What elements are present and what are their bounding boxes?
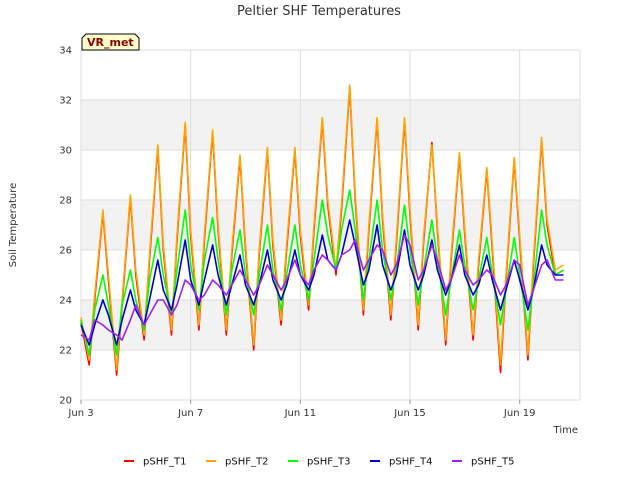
y-tick-label: 22 [59, 346, 72, 357]
y-tick-label: 20 [59, 396, 72, 407]
series-line-pshf_t3 [80, 189, 564, 356]
y-tick-label: 30 [59, 146, 72, 157]
badge-label: VR_met [87, 36, 134, 49]
x-tick-label: Jun 19 [503, 408, 536, 419]
series-line-pshf_t4 [80, 219, 564, 346]
legend-label-pshf_t1: pSHF_T1 [143, 457, 186, 468]
x-axis-ticks: Jun 3 Jun 7 Jun 11 Jun 15 Jun 19 [67, 400, 535, 419]
legend: pSHF_T1 pSHF_T2 pSHF_T3 pSHF_T4 pSHF_T5 [124, 457, 514, 468]
y-tick-label: 24 [59, 296, 72, 307]
x-axis-label: Time [553, 425, 578, 436]
grid-band [81, 100, 580, 150]
vr-met-badge: VR_met [81, 33, 140, 51]
x-tick-label: Jun 7 [177, 408, 203, 419]
legend-label-pshf_t2: pSHF_T2 [225, 457, 268, 468]
y-axis-ticks: 20 22 24 26 28 30 32 34 [59, 46, 72, 407]
y-tick-label: 26 [59, 246, 72, 257]
x-tick-label: Jun 3 [67, 408, 93, 419]
series-layer [80, 84, 564, 376]
legend-label-pshf_t3: pSHF_T3 [307, 457, 350, 468]
y-axis-label: Soil Temperature [8, 183, 19, 268]
y-tick-label: 32 [59, 96, 72, 107]
series-line-pshf_t5 [80, 234, 564, 341]
legend-label-pshf_t4: pSHF_T4 [389, 457, 432, 468]
y-tick-label: 28 [59, 196, 72, 207]
x-tick-label: Jun 15 [393, 408, 426, 419]
chart-title: Peltier SHF Temperatures [237, 4, 401, 19]
legend-label-pshf_t5: pSHF_T5 [471, 457, 514, 468]
x-tick-label: Jun 11 [284, 408, 317, 419]
y-tick-label: 34 [59, 46, 72, 57]
series-line-pshf_t2 [80, 84, 564, 371]
